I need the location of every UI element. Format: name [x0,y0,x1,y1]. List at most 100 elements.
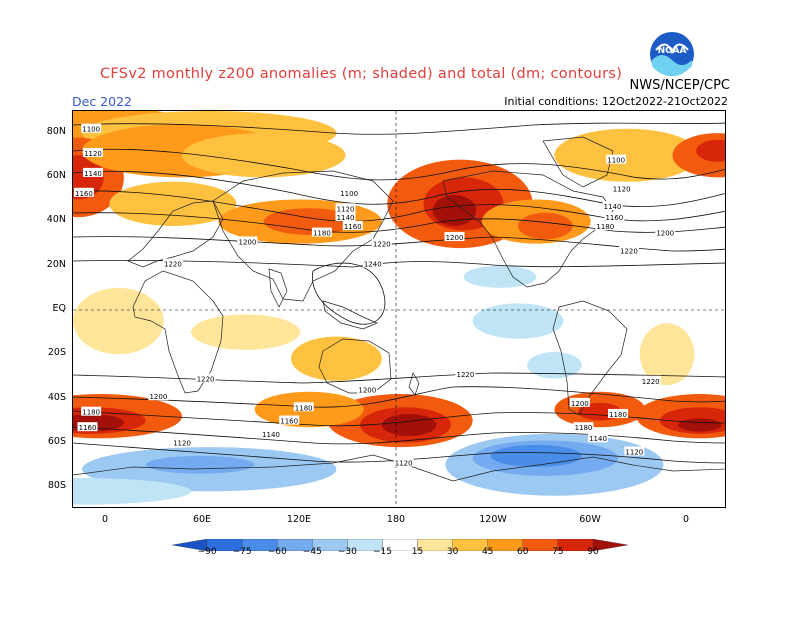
colorbar-swatch [592,538,629,552]
lat-tick-40n: 40N [46,214,66,225]
coast-nz [408,372,420,396]
anomaly-blob [639,323,695,386]
valid-month-label: Dec 2022 [72,94,132,109]
svg-text:1180: 1180 [313,230,331,238]
lon-tick-60e: 60E [192,514,212,525]
contour-label: 1100 [606,154,627,165]
contour-label: 1140 [335,212,356,222]
svg-text:1120: 1120 [173,440,191,448]
contour-label: 1200 [569,397,590,408]
chart-title: CFSv2 monthly z200 anomalies (m; shaded)… [100,66,623,82]
lat-tick-60s: 60S [47,436,66,447]
coast-india [268,268,288,308]
lat-tick-60n: 60N [46,170,66,181]
svg-text:1200: 1200 [149,393,167,401]
anomaly-blob [463,265,537,288]
lon-tick-120w: 120W [479,514,507,525]
lon-tick-0: 0 [101,514,109,525]
colorbar-label: −30 [337,547,357,557]
reference-lines [73,111,725,507]
lat-tick-40s: 40S [47,392,66,403]
anomaly-blob [472,303,564,339]
anomaly-blob [191,314,301,350]
lon-tick-60w: 60W [579,514,601,525]
contour-label: 1240 [362,258,383,269]
contour-label: 1220 [455,369,476,379]
noaa-logo-icon: NOAA [648,30,696,82]
contour-label: 1160 [342,220,363,231]
svg-text:1140: 1140 [84,170,102,178]
svg-text:1200: 1200 [656,230,674,238]
coastlines [73,136,725,482]
svg-text:1140: 1140 [589,435,607,443]
svg-text:1160: 1160 [344,223,362,231]
initial-conditions-label: Initial conditions: 12Oct2022-21Oct2022 [504,95,728,108]
svg-text:1200: 1200 [358,387,376,395]
svg-text:1200: 1200 [571,400,589,408]
anomaly-blob [696,139,725,162]
colorbar-label: 15 [411,547,424,557]
contour-label: 1100 [339,187,360,198]
svg-text:1160: 1160 [280,418,298,426]
anomaly-blob [109,181,237,226]
contour-label: 1160 [279,415,300,426]
lon-tick-120e: 120E [286,514,312,525]
svg-text:1180: 1180 [596,223,614,231]
colorbar-label: −90 [197,547,217,557]
svg-text:1100: 1100 [82,126,100,134]
contour-label: 1180 [573,422,594,432]
anomaly-blob [677,418,722,432]
contour-label: 1180 [81,406,102,417]
logo-text: NOAA [658,46,687,56]
contour-label: 1140 [602,201,623,211]
agency-label: NWS/NCEP/CPC [629,78,730,93]
contour-label: 1180 [608,408,628,419]
colorbar-label: −15 [372,547,392,557]
svg-text:1140: 1140 [604,203,622,211]
height-contours [73,122,725,464]
contour-label: 1120 [82,148,103,158]
svg-text:1120: 1120 [84,150,102,158]
anomaly-blob [73,287,164,355]
contour-label: 1120 [335,203,356,213]
svg-text:1200: 1200 [238,238,256,246]
coast-greenland [542,136,614,188]
colorbar-label: 30 [446,547,459,557]
lat-tick-eq: EQ [52,303,66,314]
coast-south-america [552,300,628,416]
colorbar-label: −60 [267,547,287,557]
contour-label: 1220 [371,238,392,249]
svg-text:1220: 1220 [164,261,182,269]
anomaly-blob [490,444,582,467]
svg-text:1180: 1180 [575,424,593,432]
contour-label: 1200 [148,391,169,401]
svg-text:1120: 1120 [337,205,355,213]
contour-label: 1220 [618,245,639,255]
contour-label: 1200 [655,227,676,238]
svg-text:1220: 1220 [456,371,474,379]
colorbar-label: −75 [232,547,252,557]
svg-text:1220: 1220 [197,376,215,384]
colorbar [171,536,629,555]
coast-australia [318,338,392,394]
colorbar-label: −45 [302,547,322,557]
contour-label: 1200 [357,384,378,395]
svg-text:1200: 1200 [446,234,464,242]
contour-label: 1180 [595,220,616,231]
lat-tick-80s: 80S [47,480,66,491]
contour-label: 1160 [77,422,98,432]
contour-label: 1200 [444,232,465,242]
contour-label: 1120 [624,446,645,457]
coast-seasia [322,300,378,330]
anomaly-blob [554,128,700,182]
anomaly-blob [73,478,192,505]
svg-text:1140: 1140 [337,214,355,222]
anomaly-blob [518,212,573,240]
svg-text:1220: 1220 [642,378,660,386]
contour-label: 1120 [393,457,414,468]
coast-antarctica [73,454,725,482]
svg-text:1120: 1120 [395,460,413,468]
svg-text:1100: 1100 [607,157,625,165]
anomaly-blob [527,352,582,379]
